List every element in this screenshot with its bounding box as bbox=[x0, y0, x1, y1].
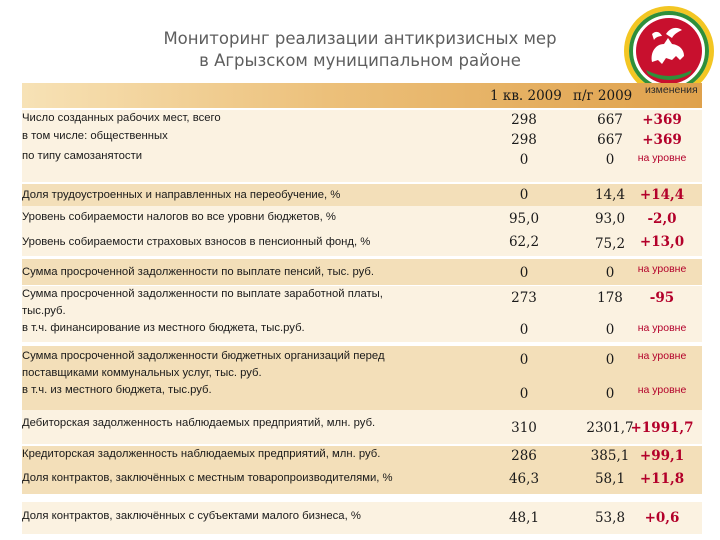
page-title-line-2: в Агрызском муниципальном районе bbox=[199, 51, 521, 70]
column-header-q1-2009: 1 кв. 2009 bbox=[490, 88, 562, 104]
cell-h1: 0 bbox=[605, 265, 615, 281]
column-header-changes: изменения bbox=[645, 84, 698, 96]
row-label: Кредиторская задолженность наблюдаемых п… bbox=[22, 448, 381, 460]
cell-h1: 2301,7 bbox=[586, 420, 634, 436]
table-row: Уровень собираемости налогов во все уров… bbox=[22, 206, 702, 230]
row-label: Уровень собираемости налогов во все уров… bbox=[22, 211, 336, 223]
row-label: Доля контрактов, заключённых с местным т… bbox=[22, 472, 393, 484]
cell-q1: 0 bbox=[519, 152, 529, 168]
cell-change: +369 bbox=[642, 112, 682, 128]
row-label: в том числе: общественных bbox=[22, 130, 168, 142]
cell-h1: 58,1 bbox=[594, 471, 626, 487]
page-title: Мониторинг реализации антикризисных мер … bbox=[100, 28, 620, 72]
cell-h1: 75,2 bbox=[594, 236, 626, 252]
cell-q1: 0 bbox=[519, 265, 529, 281]
cell-change: на уровне bbox=[637, 384, 687, 396]
cell-q1: 62,2 bbox=[508, 234, 540, 250]
cell-change: +1991,7 bbox=[630, 420, 694, 436]
cell-change: +0,6 bbox=[644, 510, 680, 526]
row-label: в т.ч. из местного бюджета, тыс.руб. bbox=[22, 384, 212, 396]
table-row: Доля контрактов, заключённых с субъектам… bbox=[22, 502, 702, 534]
row-label: Число созданных рабочих мест, всего bbox=[22, 112, 221, 124]
cell-q1: 0 bbox=[519, 187, 529, 203]
row-label: Сумма просроченной задолженности по выпл… bbox=[22, 266, 375, 278]
cell-h1: 385,1 bbox=[590, 448, 630, 464]
cell-q1: 46,3 bbox=[508, 471, 540, 487]
cell-change: +14,4 bbox=[639, 187, 685, 203]
cell-change: на уровне bbox=[637, 263, 687, 275]
cell-change: на уровне bbox=[637, 350, 687, 362]
table-row: Сумма просроченной задолженности по выпл… bbox=[22, 259, 702, 285]
cell-h1: 0 bbox=[605, 386, 615, 402]
page-title-line-1: Мониторинг реализации антикризисных мер bbox=[163, 29, 557, 48]
cell-h1: 14,4 bbox=[594, 187, 626, 203]
cell-q1: 0 bbox=[519, 386, 529, 402]
cell-change: -2,0 bbox=[647, 211, 677, 227]
row-label: Уровень собираемости страховых взносов в… bbox=[22, 236, 371, 248]
table-row: Уровень собираемости страховых взносов в… bbox=[22, 230, 702, 256]
row-label: поставщиками коммунальных услуг, тыс. ру… bbox=[22, 367, 262, 379]
cell-change: -95 bbox=[649, 290, 675, 306]
cell-q1: 0 bbox=[519, 352, 529, 368]
cell-h1: 53,8 bbox=[594, 510, 626, 526]
cell-h1: 0 bbox=[605, 352, 615, 368]
table-row: Кредиторская задолженность наблюдаемых п… bbox=[22, 446, 702, 494]
row-label: Доля трудоустроенных и направленных на п… bbox=[22, 189, 341, 201]
row-label: тыс.руб. bbox=[22, 305, 66, 317]
column-header-h1-2009: п/г 2009 bbox=[573, 88, 633, 104]
cell-change: +13,0 bbox=[639, 234, 685, 250]
table-row: Сумма просроченной задолженности по выпл… bbox=[22, 286, 702, 342]
cell-q1: 273 bbox=[511, 290, 537, 306]
row-label: Дебиторская задолженность наблюдаемых пр… bbox=[22, 417, 376, 429]
tatarstan-emblem-icon bbox=[624, 6, 714, 96]
cell-h1: 93,0 bbox=[594, 211, 626, 227]
table-row: Сумма просроченной задолженности бюджетн… bbox=[22, 346, 702, 410]
cell-h1: 0 bbox=[605, 152, 615, 168]
cell-change: +11,8 bbox=[639, 471, 685, 487]
cell-q1: 0 bbox=[519, 322, 529, 338]
cell-q1: 48,1 bbox=[508, 510, 540, 526]
table-row: Дебиторская задолженность наблюдаемых пр… bbox=[22, 410, 702, 444]
cell-change: на уровне bbox=[637, 152, 687, 164]
cell-h1: 667 bbox=[597, 132, 623, 148]
row-label: по типу самозанятости bbox=[22, 150, 143, 162]
cell-q1: 310 bbox=[511, 420, 537, 436]
cell-q1: 286 bbox=[511, 448, 537, 464]
table-header-bar bbox=[22, 83, 702, 108]
row-label: Сумма просроченной задолженности по выпл… bbox=[22, 288, 383, 300]
row-label: в т.ч. финансирование из местного бюджет… bbox=[22, 322, 305, 334]
cell-q1: 298 bbox=[511, 132, 537, 148]
cell-change: +369 bbox=[642, 132, 682, 148]
cell-q1: 95,0 bbox=[508, 211, 540, 227]
cell-h1: 0 bbox=[605, 322, 615, 338]
cell-h1: 178 bbox=[597, 290, 623, 306]
row-label: Доля контрактов, заключённых с субъектам… bbox=[22, 510, 361, 522]
table-row: Доля трудоустроенных и направленных на п… bbox=[22, 184, 702, 206]
row-label: Сумма просроченной задолженности бюджетн… bbox=[22, 350, 385, 362]
cell-h1: 667 bbox=[597, 112, 623, 128]
table-row: Число созданных рабочих мест, всего в то… bbox=[22, 110, 702, 182]
cell-change: +99,1 bbox=[639, 448, 685, 464]
cell-q1: 298 bbox=[511, 112, 537, 128]
cell-change: на уровне bbox=[637, 322, 687, 334]
